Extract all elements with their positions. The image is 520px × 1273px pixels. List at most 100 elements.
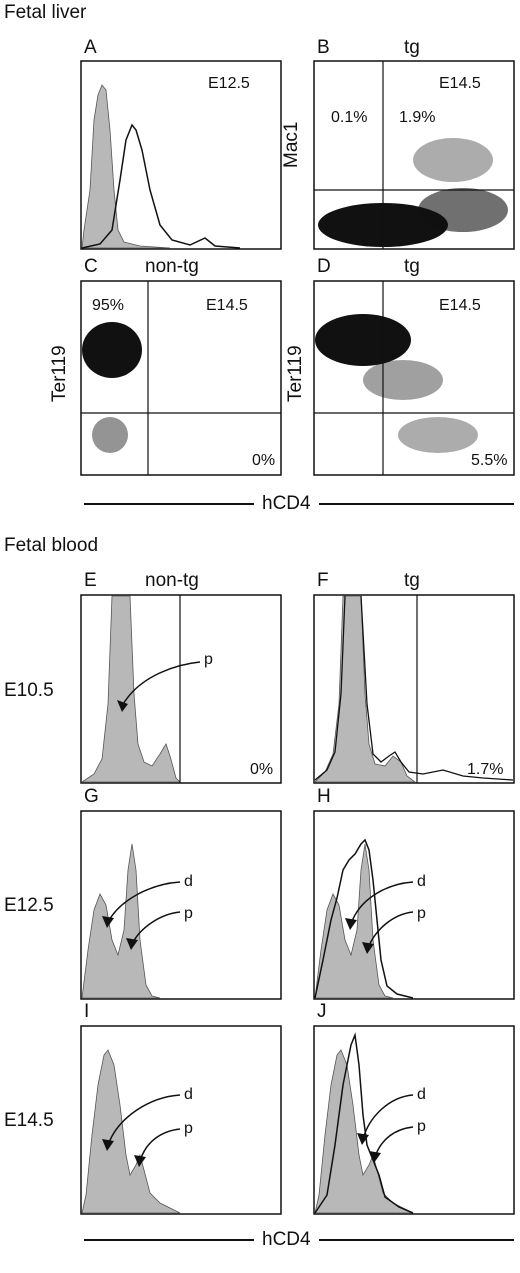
panel-i-arrow-d [107,1094,181,1146]
panel-e-condition: non-tg [145,570,199,591]
panel-e-histogram: p 0% [80,594,282,784]
panel-c-condition: non-tg [145,256,199,277]
panel-h-control-fill [314,843,394,999]
panel-a-frame [80,60,282,250]
panel-j-arrowhead-p [369,1151,381,1163]
panel-g-arrowhead-d [102,916,114,928]
panel-letter-f: F [317,570,329,591]
panel-d-condition: tg [404,256,420,277]
panel-h-tg-line [314,838,414,999]
panel-e-gate-percent: 0% [250,761,273,778]
panel-j-arrow-p [374,1126,414,1158]
panel-c-ter119-cluster [82,322,142,378]
panel-b-tail-cluster [418,188,508,232]
panel-h-arrowhead-p [362,942,374,954]
panel-j-frame [313,1025,515,1215]
panel-a-stage: E12.5 [208,75,250,92]
row-label-e12-5: E12.5 [4,895,54,916]
panel-g-arrow-label-p: p [184,905,193,922]
panel-d-frame [313,280,515,476]
panel-j-control-fill [314,1049,414,1214]
panel-i-arrow-label-d: d [184,1086,193,1103]
panel-d-transition-cluster [363,360,443,400]
panel-b-quadrant-ur: 1.9% [399,109,435,126]
panel-h-arrow-label-d: d [417,873,426,890]
panel-letter-a: A [84,37,97,58]
panel-letter-e: E [84,570,97,591]
panel-b-ylabel: Mac1 [281,121,302,168]
panel-e-control-fill [80,595,181,783]
panel-i-arrowhead-d [102,1139,114,1151]
panel-f-histogram: 1.7% [313,594,515,784]
panel-a-histogram: E12.5 [80,60,282,250]
panel-d-ylabel: Ter119 [285,345,306,402]
panel-e-frame [80,594,282,784]
panel-c-quadrant-ul: 95% [92,297,124,314]
panel-d-dotplot: E14.5 5.5% [313,280,515,476]
panel-letter-j: J [317,1001,327,1022]
panel-h-histogram: d p [313,810,515,1000]
blood-x-axis-label: hCD4 [254,1229,319,1251]
panel-f-frame [313,594,515,784]
panel-i-arrowhead-p [134,1155,146,1167]
panel-h-frame [313,810,515,1000]
panel-b-frame [313,60,515,250]
panel-d-stage: E14.5 [439,297,481,314]
panel-e-arrowhead-p [117,700,128,712]
panel-i-arrow-p [139,1128,181,1162]
panel-j-arrow-label-d: d [417,1086,426,1103]
panel-d-hcd4-cluster [398,417,478,453]
panel-letter-d: D [317,256,331,277]
panel-b-quadrant-ul: 0.1% [331,109,367,126]
panel-i-frame [80,1025,282,1215]
panel-b-stage: E14.5 [439,75,481,92]
panel-a-tg-line [81,123,241,249]
liver-x-axis-label: hCD4 [254,493,319,515]
panel-c-frame [80,280,282,476]
panel-g-histogram: d p [80,810,282,1000]
panel-letter-b: B [317,37,330,58]
panel-e-arrow-p [121,661,201,707]
panel-c-ylabel: Ter119 [49,345,70,402]
row-label-e14-5: E14.5 [4,1110,54,1131]
panel-f-condition: tg [404,570,420,591]
panel-g-frame [80,810,282,1000]
panel-h-arrow-d [350,881,414,925]
section-title-fetal-liver: Fetal liver [4,2,87,23]
panel-g-control-fill [81,843,161,999]
panel-j-arrow-d [362,1094,414,1140]
panel-j-arrowhead-d [357,1133,369,1145]
panel-d-quadrant-lr: 5.5% [471,452,507,469]
panel-h-arrowhead-d [345,918,357,930]
panel-letter-h: H [317,786,331,807]
liver-x-axis: hCD4 [84,493,514,515]
panel-g-arrowhead-p [126,938,138,950]
panel-c-quadrant-lr: 0% [252,452,275,469]
panel-b-condition: tg [404,37,420,58]
section-title-fetal-blood: Fetal blood [4,535,99,556]
blood-x-axis: hCD4 [84,1229,514,1251]
panel-i-histogram: d p [80,1025,282,1215]
panel-c-negative-cluster [92,417,128,453]
panel-e-arrow-label-p: p [204,651,213,668]
panel-g-arrow-label-d: d [184,873,193,890]
panel-f-tg-line [314,595,514,781]
panel-letter-g: G [84,786,99,807]
panel-i-arrow-label-p: p [184,1120,193,1137]
panel-j-tg-line [314,1032,414,1214]
panel-f-gate-percent: 1.7% [467,761,503,778]
panel-h-arrow-label-p: p [417,905,426,922]
panel-b-dotplot: E14.5 0.1% 1.9% [313,60,515,250]
panel-h-arrow-p [367,911,414,949]
panel-letter-c: C [84,256,98,277]
panel-b-mac1-cluster [413,138,493,182]
panel-c-dotplot: E14.5 95% 0% [80,280,282,476]
panel-f-control-fill [314,595,417,783]
row-label-e10-5: E10.5 [4,680,54,701]
panel-a-control-fill [81,84,171,249]
panel-letter-i: I [84,1001,90,1022]
panel-i-control-fill [81,1049,181,1214]
panel-d-ter119-cluster [315,314,411,366]
panel-j-arrow-label-p: p [417,1118,426,1135]
panel-j-histogram: d p [313,1025,515,1215]
